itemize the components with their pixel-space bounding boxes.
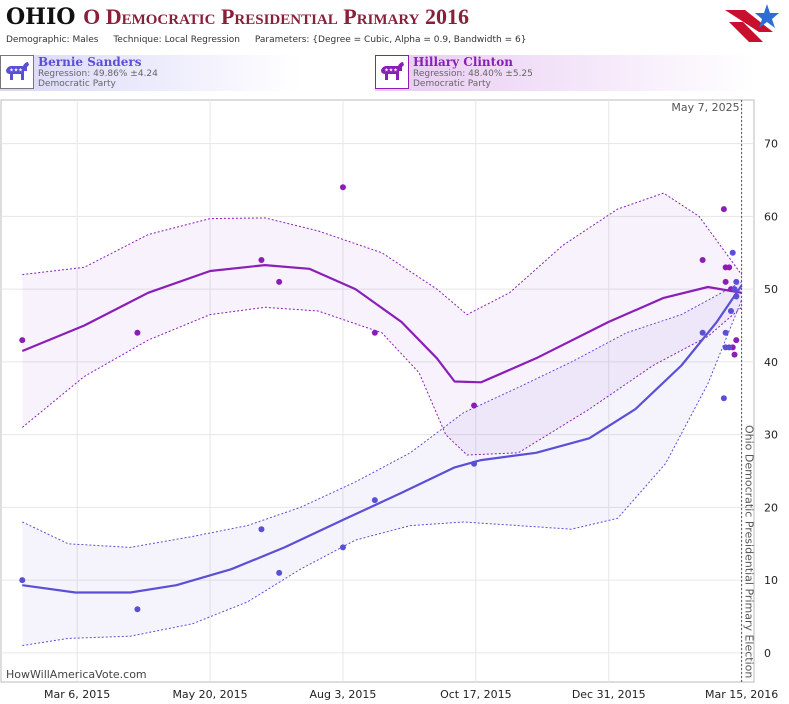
y-tick-label: 10 — [764, 574, 778, 587]
page-title: OHIO O Democratic Presidential Primary 2… — [6, 4, 469, 30]
current-date-annotation: May 7, 2025 — [671, 101, 739, 114]
x-tick-label: Dec 31, 2015 — [572, 688, 646, 701]
data-point — [134, 329, 141, 336]
candidate-party: Democratic Party — [413, 79, 491, 89]
data-point — [731, 351, 738, 358]
data-point — [733, 293, 740, 300]
band-lower-line — [21, 306, 742, 456]
data-point — [471, 460, 478, 467]
candidate-regression: Regression: 48.40% ±5.25 — [413, 69, 533, 79]
data-point — [471, 402, 478, 409]
band-upper-line — [22, 192, 743, 316]
data-point — [733, 278, 740, 285]
x-tick-label: Mar 15, 2016 — [705, 688, 778, 701]
confidence-band — [22, 193, 742, 455]
y-tick-label: 70 — [764, 138, 778, 151]
y-tick-label: 50 — [764, 283, 778, 296]
y-tick-label: 30 — [764, 429, 778, 442]
candidate-name: Bernie Sanders — [38, 55, 142, 69]
legend-hillary-clinton[interactable]: ★★★ Hillary Clinton Regression: 48.40% ±… — [375, 55, 755, 91]
band-lower-line — [22, 299, 743, 647]
plot-frame — [0, 99, 755, 683]
data-point — [726, 344, 733, 351]
data-point — [134, 606, 141, 613]
regression-line — [22, 284, 743, 594]
x-tick-label: May 20, 2015 — [172, 688, 247, 701]
democrat-donkey-icon: ★★★ — [375, 55, 409, 89]
title-rest: O Democratic Presidential Primary 2016 — [83, 4, 470, 29]
site-credit: HowWillAmericaVote.com — [6, 668, 147, 681]
data-point — [371, 497, 378, 504]
y-tick-label: 0 — [764, 647, 771, 660]
data-point — [258, 257, 265, 264]
parameters-value: {Degree = Cubic, Alpha = 0.9, Bandwidth … — [312, 35, 527, 45]
meta-line: Demographic: Males Technique: Local Regr… — [6, 35, 526, 45]
democrat-donkey-icon: ★★★ — [0, 55, 34, 89]
data-point — [339, 184, 346, 191]
confidence-band — [22, 281, 742, 646]
regression-line — [21, 264, 742, 384]
parameters-label: Parameters: — [254, 35, 310, 45]
data-point — [699, 329, 706, 336]
data-point — [339, 544, 346, 551]
data-point — [258, 526, 265, 533]
y-tick-label: 20 — [764, 501, 778, 514]
y-tick-label: 60 — [764, 210, 778, 223]
data-point — [276, 278, 283, 285]
candidate-party: Democratic Party — [38, 79, 116, 89]
data-point — [276, 569, 283, 576]
technique-value: Local Regression — [164, 35, 240, 45]
data-point — [720, 395, 727, 402]
state-name: OHIO — [6, 4, 76, 30]
site-logo-icon[interactable] — [723, 2, 781, 48]
candidate-name: Hillary Clinton — [413, 55, 513, 69]
x-tick-label: Aug 3, 2015 — [309, 688, 376, 701]
data-point — [722, 329, 729, 336]
x-tick-label: Oct 17, 2015 — [440, 688, 512, 701]
data-point — [731, 286, 738, 293]
data-point — [729, 249, 736, 256]
candidate-regression: Regression: 49.86% ±4.24 — [38, 69, 158, 79]
election-annotation: Ohio Democratic Presidential Primary Ele… — [743, 425, 756, 678]
data-point — [726, 264, 733, 271]
data-point — [727, 307, 734, 314]
svg-text:★★★: ★★★ — [9, 68, 23, 74]
data-point — [733, 337, 740, 344]
technique-label: Technique: — [113, 35, 162, 45]
data-point — [19, 577, 26, 584]
band-upper-line — [22, 281, 742, 548]
legend-bernie-sanders[interactable]: ★★★ Bernie Sanders Regression: 49.86% ±4… — [0, 55, 300, 91]
demographic-label: Demographic: — [6, 35, 70, 45]
data-point — [722, 278, 729, 285]
svg-text:★★★: ★★★ — [384, 68, 398, 74]
x-tick-label: Mar 6, 2015 — [44, 688, 110, 701]
demographic-value: Males — [72, 35, 99, 45]
data-point — [19, 337, 26, 344]
data-point — [699, 257, 706, 264]
data-point — [371, 329, 378, 336]
y-tick-label: 40 — [764, 356, 778, 369]
data-point — [720, 206, 727, 213]
